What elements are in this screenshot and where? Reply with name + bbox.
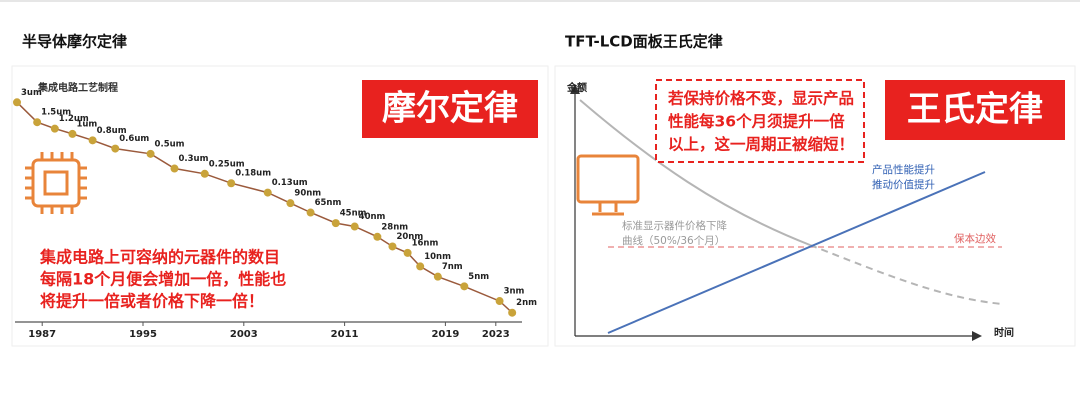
value-label: 0.18um [235, 169, 271, 179]
x-tick-label: 2003 [230, 329, 258, 340]
y-axis-label: 金额 [566, 81, 587, 94]
node-point [495, 297, 504, 306]
curve-label: 曲线（50%/36个月） [622, 234, 725, 247]
node-point [508, 308, 517, 317]
value-label: 2nm [516, 298, 537, 308]
x-tick-label: 1995 [129, 329, 157, 340]
chart-title: 半导体摩尔定律 [22, 33, 127, 51]
node-point [403, 248, 412, 257]
node-point [286, 199, 295, 208]
value-label: 1.2um [59, 114, 89, 124]
price-curve [579, 99, 811, 246]
x-axis-label: 时间 [994, 326, 1014, 339]
node-point [88, 136, 97, 145]
left-panel: 半导体摩尔定律 集成电路工艺制程 摩尔定律 1987 1995 2003 2011 20… [11, 33, 549, 347]
right-panel: TFT-LCD面板王氏定律 金额 时间 王氏定律 若保持价格不变，显示产品性能每… [554, 33, 1076, 347]
value-label: 3nm [504, 287, 525, 297]
badge-box [885, 80, 1065, 140]
annotation-line: 集成电路上可容纳的元器件的数目 [39, 248, 280, 267]
value-label: 28nm [381, 222, 408, 232]
monitor-icon [576, 154, 640, 216]
value-label: 0.8um [97, 126, 127, 136]
value-label: 45nm [340, 209, 367, 219]
value-label: 0.5um [155, 139, 185, 149]
node-point [50, 124, 59, 133]
value-label: 10nm [424, 252, 451, 262]
value-label: 1um [76, 119, 97, 129]
chip-icon [25, 152, 87, 214]
node-point [373, 232, 382, 241]
value-label: 90nm [294, 189, 321, 199]
node-point [111, 144, 120, 153]
node-point [33, 118, 42, 127]
node-point [146, 149, 155, 158]
annotation-line: 性能每36个月须提升一倍 [668, 112, 845, 131]
curve-label: 标准显示器件价格下降 [622, 219, 727, 232]
node-point [388, 242, 397, 251]
value-label: 16nm [412, 238, 439, 248]
node-point [170, 164, 179, 173]
y-axis-label: 集成电路工艺制程 [37, 81, 118, 94]
value-label: 0.6um [119, 134, 149, 144]
node-point [416, 262, 425, 271]
value-label: 5nm [468, 272, 489, 282]
badge: 摩尔定律 [382, 89, 518, 129]
price-curve-dashed [809, 244, 1003, 305]
annotation-line: 每隔18个月便会增加一倍，性能也 [40, 270, 286, 289]
x-tick-label: 2023 [482, 329, 510, 340]
node-point [331, 219, 340, 228]
badge: 王氏定律 [907, 90, 1043, 130]
node-point [433, 272, 442, 281]
annotation-line: 将提升一倍或者价格下降一倍！ [40, 292, 264, 311]
node-point [200, 169, 209, 178]
node-point [227, 179, 236, 188]
value-label: 20nm [396, 232, 423, 242]
chart-title: TFT-LCD面板王氏定律 [565, 33, 723, 51]
y-arrow [570, 84, 580, 94]
x-tick-label: 2019 [431, 329, 459, 340]
value-label: 0.3um [179, 154, 209, 164]
value-label: 0.13um [272, 178, 308, 188]
annotation-line: 以上，这一周期正被缩短！ [668, 135, 854, 154]
x-tick-label: 2011 [331, 329, 359, 340]
node-point [13, 98, 21, 107]
value-label: 3um [21, 88, 42, 98]
performance-line [607, 171, 986, 334]
value-label: 40nm [359, 212, 386, 222]
annotation-line: 若保持价格不变，显示产品 [667, 89, 854, 108]
node-point [306, 208, 315, 217]
value-label: 1.5um [41, 108, 71, 118]
node-point [350, 222, 359, 231]
node-point [460, 282, 469, 291]
node-point [68, 129, 77, 138]
x-arrow [972, 331, 982, 341]
curve-label: 产品性能提升 [872, 163, 935, 176]
badge-box [362, 80, 538, 138]
value-label: 7nm [442, 262, 463, 272]
curve-label: 推动价值提升 [872, 178, 935, 191]
node-point [263, 188, 272, 197]
curve-label: 保本边效 [954, 232, 996, 245]
x-tick-label: 1987 [28, 329, 56, 340]
annotation-box [655, 79, 865, 163]
value-label: 65nm [315, 198, 342, 208]
value-label: 0.25um [209, 159, 245, 169]
